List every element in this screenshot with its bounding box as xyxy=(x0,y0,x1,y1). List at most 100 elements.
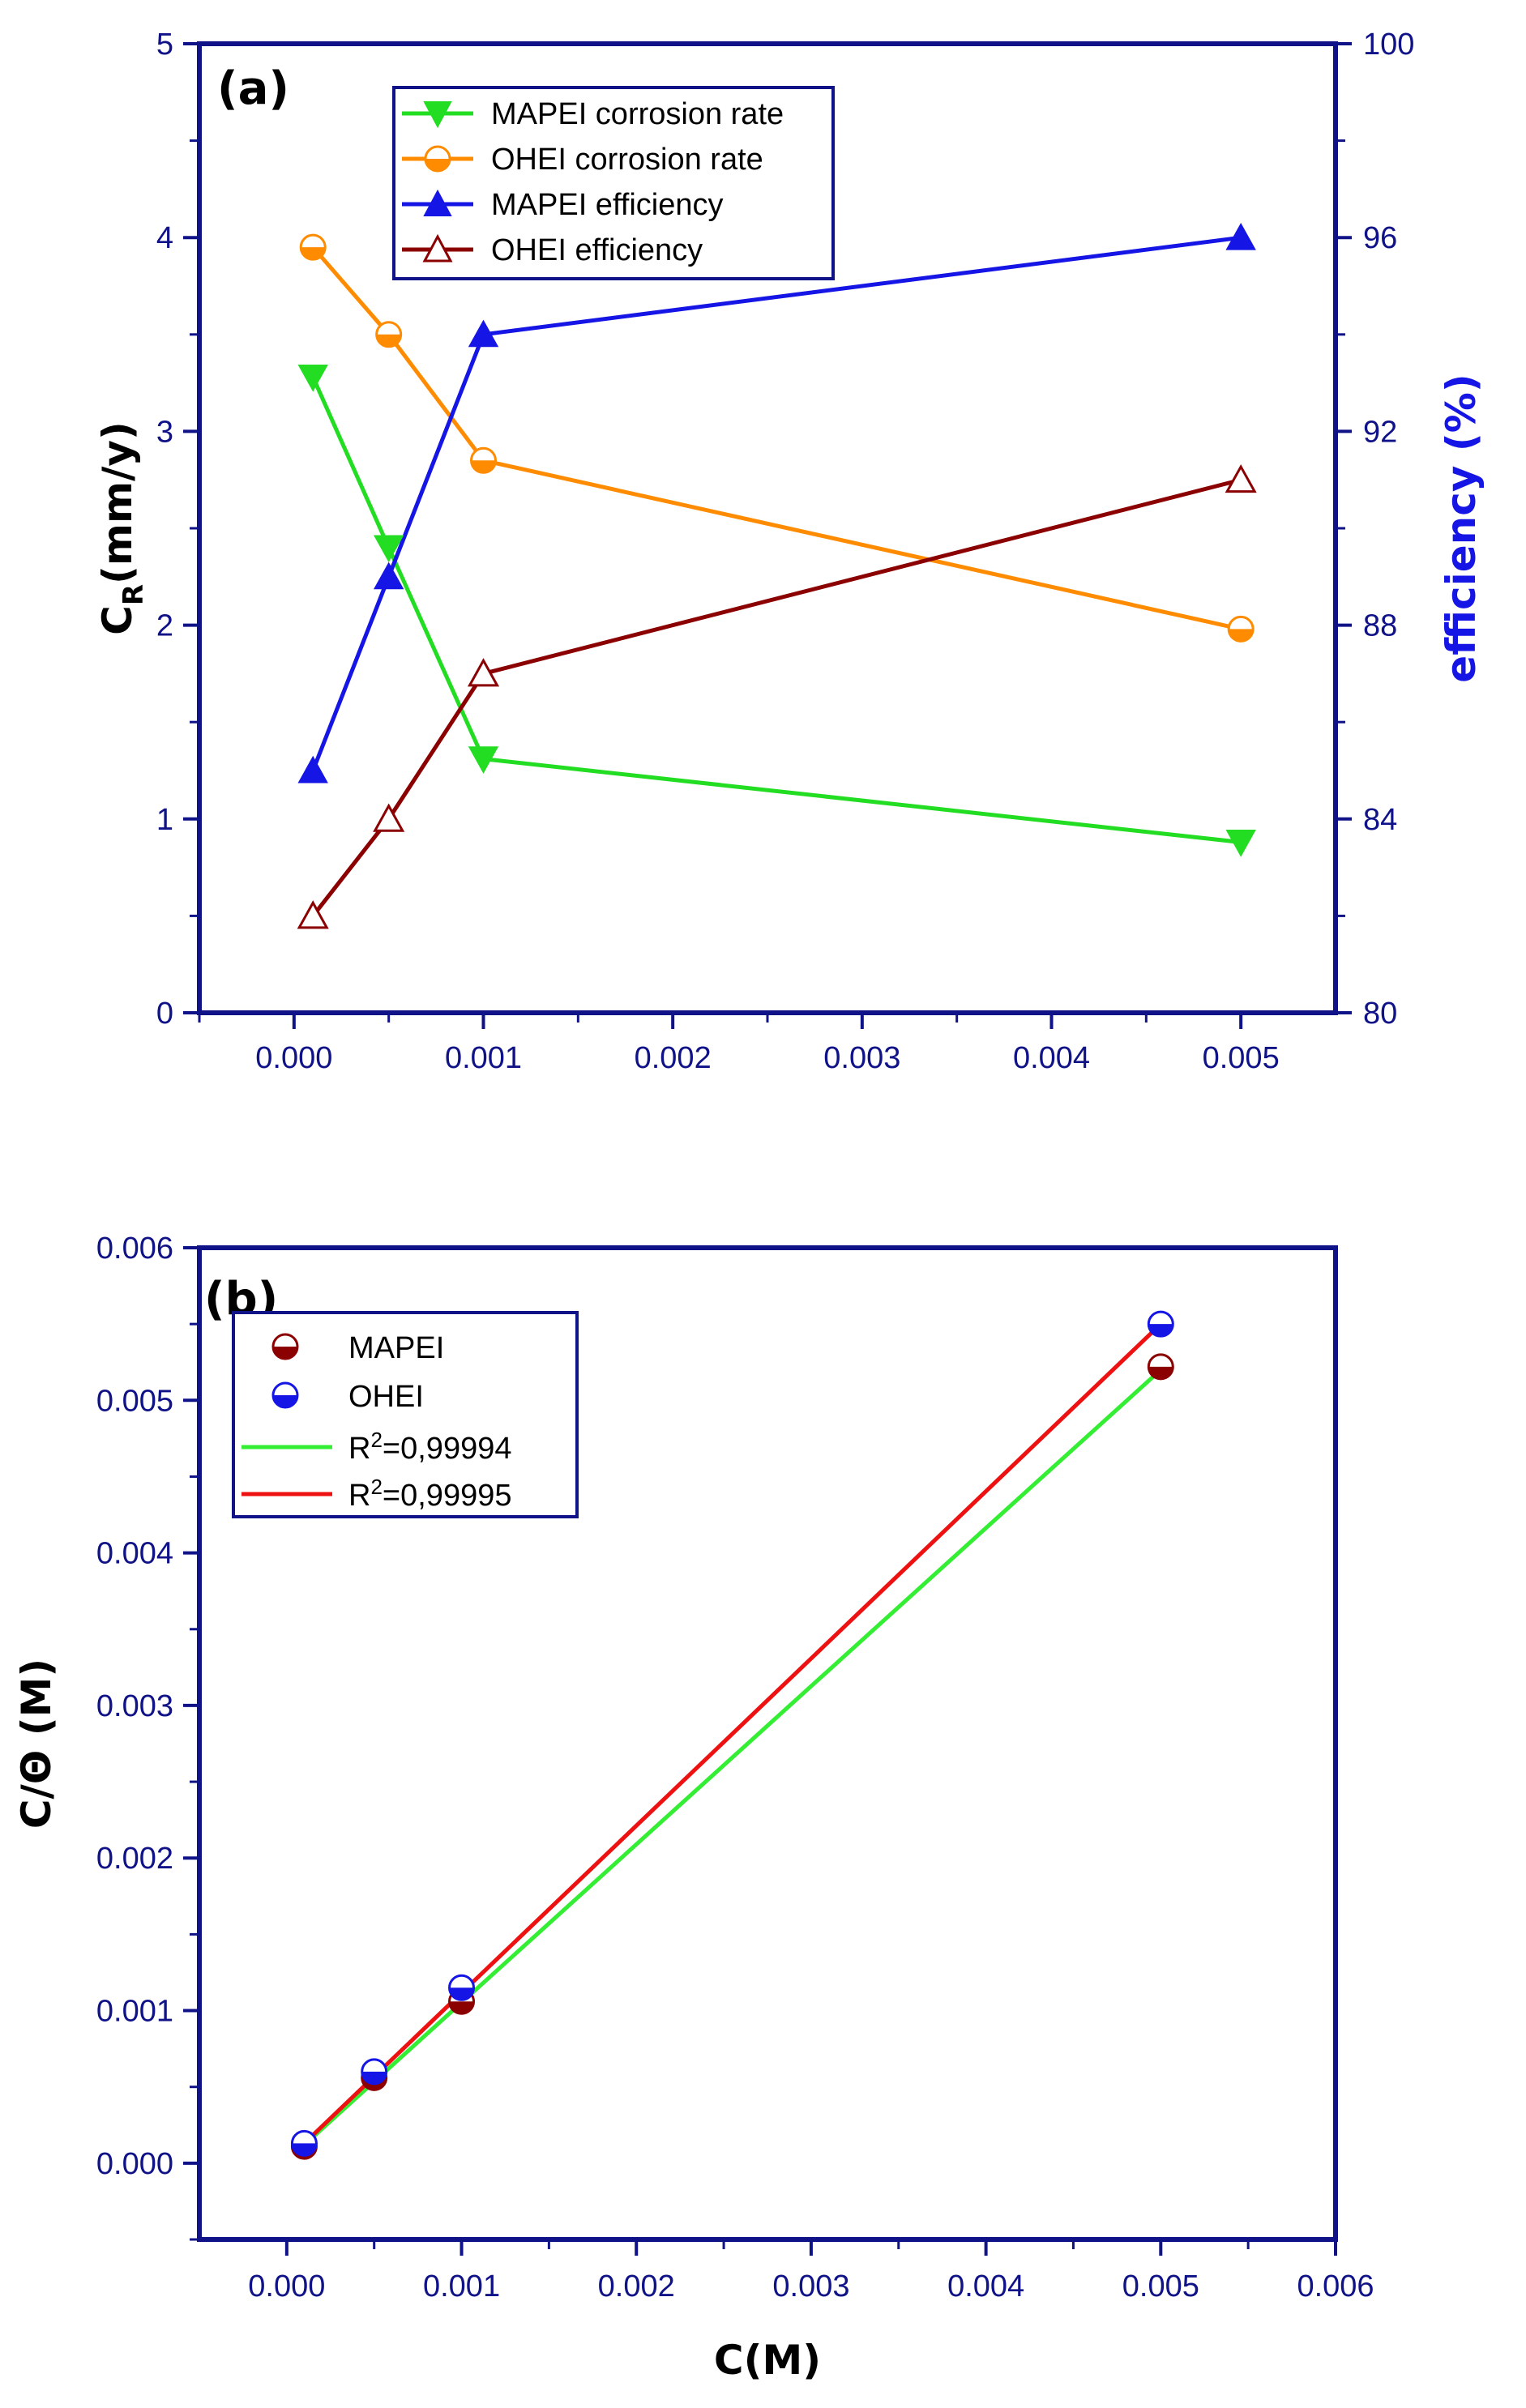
a-y2-tick-label: 88 xyxy=(1363,609,1397,643)
b-point-mapei-fill xyxy=(1148,1366,1173,1379)
b-point-ohei xyxy=(1147,1310,1174,1338)
b-x-tick-label: 0.004 xyxy=(947,2269,1024,2303)
legend-label-ohei-corrosion-rate: OHEI corrosion rate xyxy=(491,143,763,177)
panel-a: 0.000 0.001 0.002 0.003 0.004 0.005 0 1 2 3 4 5 80… xyxy=(94,28,1485,1075)
a-point-mapei-efficiency xyxy=(1225,222,1256,250)
b-x-tick-label: 0.001 xyxy=(423,2269,500,2303)
b-y-tick-label: 0.001 xyxy=(96,1995,173,2029)
a-point-ohei-corrosion-rate xyxy=(299,233,327,261)
a-x-tick-label: 0.005 xyxy=(1203,1041,1280,1075)
a-series-line-ohei-efficiency xyxy=(311,477,1242,917)
panel-a-y2-axis-title: efficiency (%) xyxy=(1438,374,1485,682)
a-point-ohei-corrosion-rate-fill xyxy=(471,460,496,473)
legend-entry-ohei-efficiency: OHEI efficiency xyxy=(402,233,703,267)
legend-entry-mapei-corrosion-rate: MAPEI corrosion rate xyxy=(402,97,784,131)
b-y-tick-label: 0.002 xyxy=(96,1842,173,1876)
a-point-mapei-efficiency xyxy=(297,755,328,783)
a-point-ohei-efficiency xyxy=(467,658,500,687)
a-y2-tick-label: 84 xyxy=(1363,803,1397,837)
legend-entry-ohei: OHEI xyxy=(271,1380,424,1414)
panel-a-label: (a) xyxy=(217,62,289,115)
legend-marker-mapei-corrosion-rate xyxy=(423,101,452,129)
legend-label-ohei-efficiency: OHEI efficiency xyxy=(491,233,703,267)
legend-entry-fit-mapei: R2=0,99994 xyxy=(242,1428,511,1466)
b-point-mapei xyxy=(1147,1353,1174,1381)
a-x-tick-label: 0.000 xyxy=(255,1041,332,1075)
a-point-ohei-corrosion-rate-fill xyxy=(376,334,401,347)
b-point-ohei-fill xyxy=(361,2071,387,2084)
legend-marker-mapei-efficiency xyxy=(423,189,452,216)
panel-a-x-ticks: 0.000 0.001 0.002 0.003 0.004 0.005 xyxy=(198,1013,1280,1075)
a-point-ohei-efficiency xyxy=(297,900,329,929)
legend-marker-ohei-efficiency xyxy=(422,233,453,263)
panel-b-x-ticks: 0.000 0.001 0.002 0.003 0.004 0.005 0.006 xyxy=(248,2239,1374,2303)
panel-a-marks xyxy=(297,222,1257,929)
panel-b-x-axis-title: C(M) xyxy=(714,2337,821,2384)
a-point-ohei-corrosion-rate xyxy=(375,321,403,348)
panel-a-legend: MAPEI corrosion rate OHEI corrosion rate… xyxy=(392,86,835,280)
a-point-ohei-efficiency xyxy=(1225,463,1257,493)
panel-b-legend: MAPEI OHEI R2=0,99994 R2=0,99995 xyxy=(232,1311,579,1518)
legend-marker-ohei-corrosion-rate-fill xyxy=(425,159,450,171)
a-point-ohei-efficiency xyxy=(373,803,405,832)
legend-label-fit-ohei: R2=0,99995 xyxy=(348,1475,511,1513)
b-y-tick-label: 0.003 xyxy=(96,1689,173,1723)
legend-entry-fit-ohei: R2=0,99995 xyxy=(242,1475,511,1513)
legend-label-mapei-efficiency: MAPEI efficiency xyxy=(491,188,724,222)
a-y-tick-label: 0 xyxy=(156,997,173,1031)
b-y-tick-label: 0.006 xyxy=(96,1232,173,1266)
panel-b-marks xyxy=(290,1310,1174,2160)
panel-b-y-ticks: 0.000 0.001 0.002 0.003 0.004 0.005 0.006 xyxy=(96,1232,199,2241)
a-y-tick-label: 2 xyxy=(156,609,173,643)
a-x-tick-label: 0.003 xyxy=(823,1041,900,1075)
a-point-mapei-corrosion-rate xyxy=(373,535,404,563)
b-point-ohei xyxy=(361,2058,388,2086)
a-series-line-mapei-corrosion-rate xyxy=(310,376,1242,844)
legend-entry-mapei-efficiency: MAPEI efficiency xyxy=(402,188,724,222)
a-point-mapei-efficiency xyxy=(373,561,404,590)
b-point-ohei-fill xyxy=(1148,1324,1173,1337)
b-x-tick-label: 0.003 xyxy=(772,2269,849,2303)
legend-label-ohei: OHEI xyxy=(348,1380,424,1414)
a-point-mapei-corrosion-rate xyxy=(297,364,328,392)
b-x-tick-label: 0.002 xyxy=(598,2269,675,2303)
b-point-ohei xyxy=(448,1974,476,2001)
b-y-tick-label: 0.005 xyxy=(96,1384,173,1418)
a-point-ohei-corrosion-rate-fill xyxy=(1229,629,1254,642)
a-y2-tick-label: 96 xyxy=(1363,221,1397,255)
b-x-tick-label: 0.000 xyxy=(248,2269,325,2303)
a-point-ohei-corrosion-rate xyxy=(1227,615,1255,643)
panel-b-y-axis-title: C/Θ (M) xyxy=(13,1659,60,1829)
legend-entry-mapei: MAPEI xyxy=(271,1331,444,1365)
b-fit-line-0-99994 xyxy=(302,1368,1162,2147)
a-series-line-ohei-corrosion-rate xyxy=(311,245,1242,631)
panel-a-legend-box xyxy=(392,86,835,280)
b-fit-line-0-99995 xyxy=(302,1322,1163,2145)
a-x-tick-label: 0.001 xyxy=(445,1041,522,1075)
b-point-ohei-fill xyxy=(292,2143,317,2156)
b-point-ohei-fill xyxy=(449,1987,474,2000)
a-series-line-mapei-efficiency xyxy=(310,235,1242,771)
b-y-tick-label: 0.004 xyxy=(96,1537,173,1571)
a-point-ohei-corrosion-rate xyxy=(470,446,497,474)
b-y-tick-label: 0.000 xyxy=(96,2147,173,2181)
a-point-mapei-efficiency xyxy=(468,319,499,348)
b-point-mapei-fill xyxy=(449,2001,474,2014)
panel-a-y2-ticks: 80 84 88 92 96 100 xyxy=(1336,28,1414,1031)
a-point-mapei-corrosion-rate xyxy=(1225,830,1256,857)
legend-label-fit-mapei: R2=0,99994 xyxy=(348,1428,511,1466)
a-y2-tick-label: 80 xyxy=(1363,997,1397,1031)
panel-a-y-axis-title: CR(mm/y) xyxy=(94,421,150,635)
b-point-ohei xyxy=(290,2129,318,2157)
legend-label-mapei-corrosion-rate: MAPEI corrosion rate xyxy=(491,97,784,131)
a-y-tick-label: 1 xyxy=(156,803,173,837)
a-y-tick-label: 5 xyxy=(156,28,173,62)
a-point-mapei-corrosion-rate xyxy=(468,746,499,774)
b-x-tick-label: 0.005 xyxy=(1122,2269,1199,2303)
b-x-tick-label: 0.006 xyxy=(1297,2269,1374,2303)
legend-entry-ohei-corrosion-rate: OHEI corrosion rate xyxy=(402,143,763,177)
legend-marker-mapei-fill xyxy=(273,1347,297,1359)
a-x-tick-label: 0.002 xyxy=(635,1041,712,1075)
